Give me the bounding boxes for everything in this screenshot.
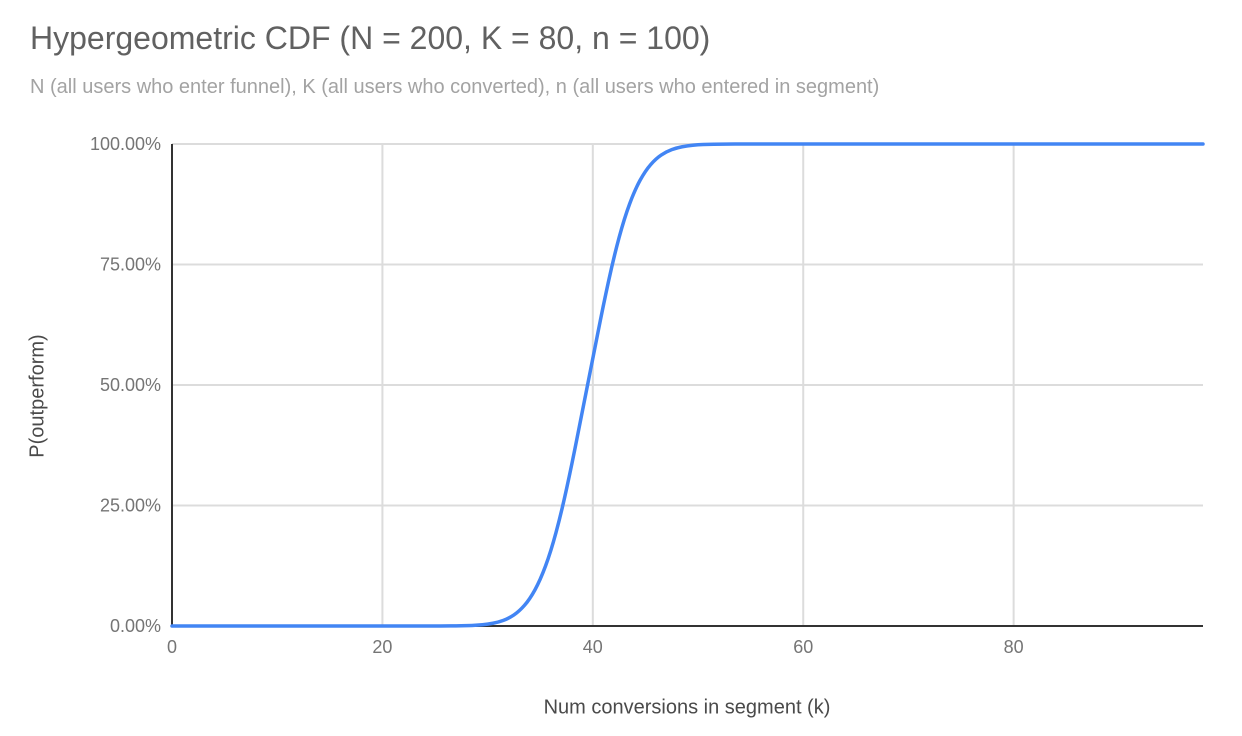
chart-title: Hypergeometric CDF (N = 200, K = 80, n =… <box>30 20 711 56</box>
x-tick-label: 60 <box>793 637 813 657</box>
y-tick-label: 75.00% <box>100 255 161 275</box>
y-tick-label: 25.00% <box>100 496 161 516</box>
x-tick-label: 0 <box>167 637 177 657</box>
chart-subtitle: N (all users who enter funnel), K (all u… <box>30 76 880 98</box>
x-tick-label: 80 <box>1004 637 1024 657</box>
y-tick-label: 100.00% <box>90 134 161 154</box>
cdf-curve <box>170 142 1205 628</box>
x-tick-label: 20 <box>372 637 392 657</box>
y-tick-label: 0.00% <box>110 616 161 636</box>
x-axis-title: Num conversions in segment (k) <box>543 696 831 719</box>
y-tick-label: 50.00% <box>100 375 161 395</box>
x-tick-label: 40 <box>583 637 603 657</box>
